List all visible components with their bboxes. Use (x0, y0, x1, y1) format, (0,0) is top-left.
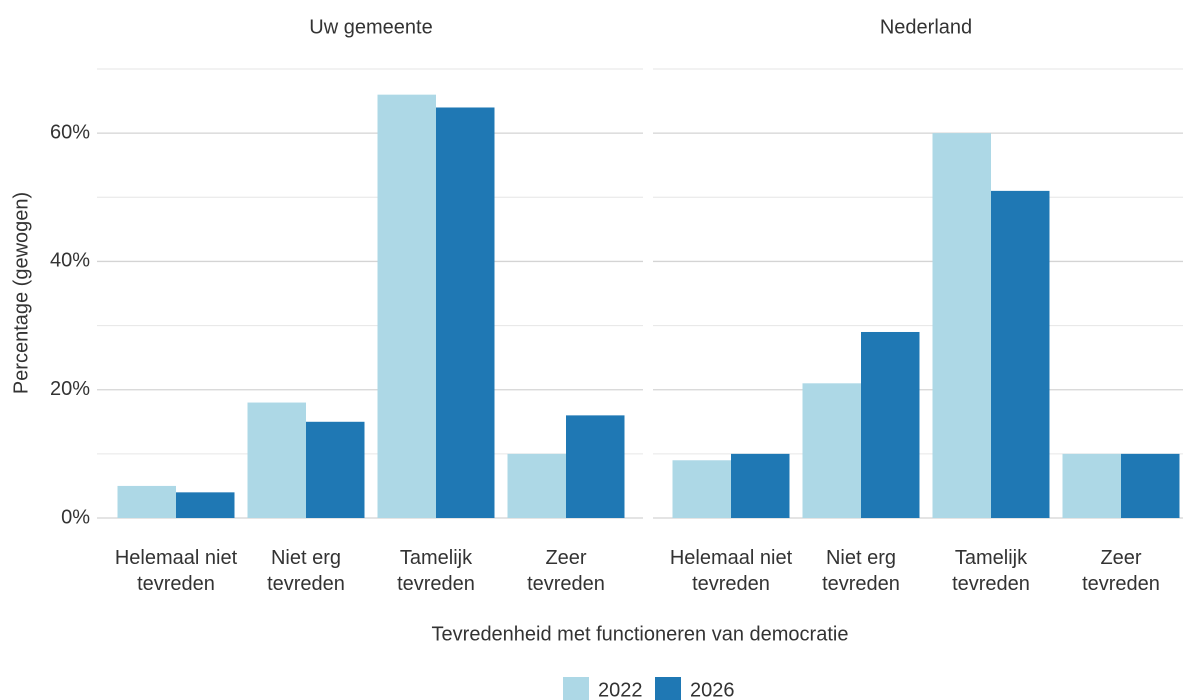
bar (507, 453, 566, 518)
bar (861, 331, 920, 518)
bar (247, 402, 306, 518)
x-tick-label: Helemaal niet tevreden (669, 547, 793, 595)
bar (802, 383, 861, 518)
x-tick-label: Zeer tevreden (527, 547, 605, 595)
legend-swatch (563, 677, 589, 700)
bar (306, 421, 365, 518)
bar (1062, 453, 1121, 518)
x-tick-label: Niet erg tevreden (822, 547, 900, 595)
panel-title: Nederland (880, 16, 972, 38)
bar (932, 133, 991, 518)
y-tick-label: 0% (61, 506, 90, 528)
bar (731, 453, 790, 518)
bar (377, 94, 436, 519)
bar (991, 190, 1050, 518)
bar (117, 485, 176, 518)
x-tick-label: Tamelijk tevreden (397, 547, 475, 595)
x-tick-label: Tamelijk tevreden (952, 547, 1030, 595)
y-tick-label: 20% (50, 378, 90, 400)
bar (566, 415, 625, 518)
x-tick-label: Helemaal niet tevreden (114, 547, 238, 595)
x-axis-label: Tevredenheid met functioneren van democr… (432, 623, 849, 645)
x-tick-label: Niet erg tevreden (267, 547, 345, 595)
y-tick-label: 40% (50, 250, 90, 272)
bar (176, 492, 235, 518)
bar (436, 107, 495, 518)
y-axis-label: Percentage (gewogen) (10, 192, 32, 394)
bar (672, 460, 731, 518)
y-tick-label: 60% (50, 121, 90, 143)
legend-swatch (655, 677, 681, 700)
x-tick-label: Zeer tevreden (1082, 547, 1160, 595)
legend-label: 2022 (598, 679, 643, 700)
legend-label: 2026 (690, 679, 735, 700)
bar (1121, 453, 1180, 518)
panel-title: Uw gemeente (309, 16, 432, 38)
